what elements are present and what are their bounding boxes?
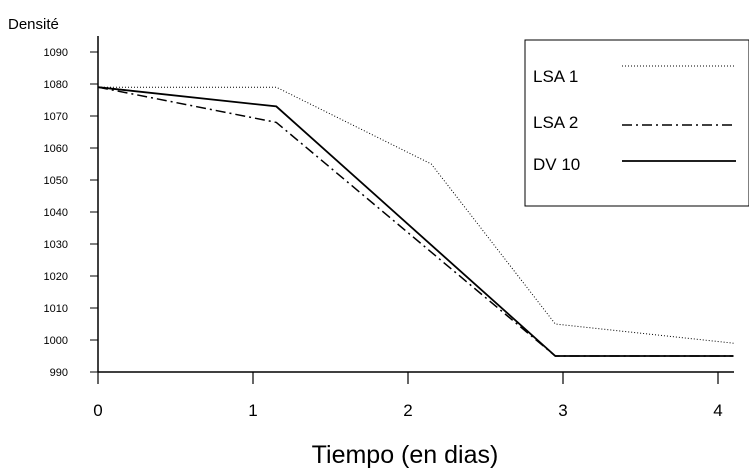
series-line-dv10 xyxy=(97,86,734,357)
series-line-lsa1 xyxy=(98,86,734,344)
y-tick-label: 1080 xyxy=(44,79,68,91)
y-tick-label: 1010 xyxy=(44,303,68,315)
y-ticks: 990 1000 1010 1020 1030 1040 1050 1060 1070 1080 1… xyxy=(44,47,98,379)
x-tick-label: 3 xyxy=(558,401,567,420)
y-tick-label: 1020 xyxy=(44,271,68,283)
y-tick-label: 990 xyxy=(50,367,68,379)
x-tick-label: 2 xyxy=(403,401,412,420)
series-layer xyxy=(97,86,734,357)
y-tick-label: 1090 xyxy=(44,47,68,59)
y-tick-label: 1070 xyxy=(44,111,68,123)
y-tick-label: 1000 xyxy=(44,335,68,347)
y-axis-label: Densité xyxy=(8,16,59,33)
legend-label-dv10: DV 10 xyxy=(533,155,580,174)
y-tick-label: 1050 xyxy=(44,175,68,187)
x-axis-label: Tiempo (en dias) xyxy=(312,441,499,469)
legend: LSA 1 LSA 2 DV 10 xyxy=(524,39,749,207)
x-tick-label: 0 xyxy=(93,401,102,420)
legend-label-lsa2: LSA 2 xyxy=(533,113,578,132)
x-ticks: 0 1 2 3 4 xyxy=(93,372,723,420)
x-tick-label: 1 xyxy=(248,401,257,420)
y-tick-label: 1040 xyxy=(44,207,68,219)
legend-box xyxy=(524,39,749,207)
legend-label-lsa1: LSA 1 xyxy=(533,67,578,86)
y-tick-label: 1030 xyxy=(44,239,68,251)
y-tick-label: 1060 xyxy=(44,143,68,155)
x-tick-label: 4 xyxy=(713,401,722,420)
